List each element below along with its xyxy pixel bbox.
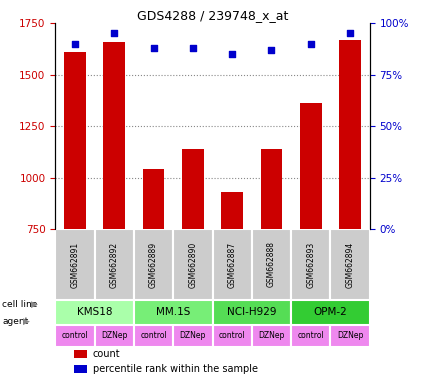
Bar xyxy=(134,229,173,300)
Text: GSM662890: GSM662890 xyxy=(188,241,197,288)
Text: GSM662891: GSM662891 xyxy=(71,242,79,288)
Text: KMS18: KMS18 xyxy=(77,307,112,317)
Text: cell line: cell line xyxy=(2,300,37,309)
Text: DZNep: DZNep xyxy=(101,331,128,340)
Bar xyxy=(182,149,204,229)
Text: control: control xyxy=(140,331,167,340)
Bar xyxy=(134,324,173,347)
Text: GSM662887: GSM662887 xyxy=(228,242,237,288)
Bar xyxy=(221,192,243,229)
Text: OPM-2: OPM-2 xyxy=(314,307,347,317)
Text: DZNep: DZNep xyxy=(258,331,285,340)
Text: DZNep: DZNep xyxy=(337,331,363,340)
Bar xyxy=(212,324,252,347)
Text: control: control xyxy=(298,331,324,340)
Text: count: count xyxy=(93,349,121,359)
Bar xyxy=(64,52,86,229)
Bar xyxy=(331,324,370,347)
Text: MM.1S: MM.1S xyxy=(156,307,190,317)
Text: control: control xyxy=(62,331,88,340)
Text: NCI-H929: NCI-H929 xyxy=(227,307,277,317)
Bar xyxy=(94,229,134,300)
Bar xyxy=(55,229,94,300)
Bar xyxy=(134,300,212,324)
Text: control: control xyxy=(219,331,246,340)
Bar xyxy=(261,149,282,229)
Bar xyxy=(173,324,212,347)
Point xyxy=(229,51,235,57)
Bar xyxy=(291,229,331,300)
Bar xyxy=(291,300,370,324)
Title: GDS4288 / 239748_x_at: GDS4288 / 239748_x_at xyxy=(137,9,288,22)
Text: GSM662888: GSM662888 xyxy=(267,242,276,288)
Point xyxy=(190,45,196,51)
Bar xyxy=(173,229,212,300)
Bar xyxy=(300,103,322,229)
Text: ▶: ▶ xyxy=(31,300,38,309)
Point xyxy=(150,45,157,51)
Bar xyxy=(74,364,87,373)
Bar xyxy=(212,300,291,324)
Point xyxy=(307,41,314,47)
Point xyxy=(347,30,354,36)
Text: GSM662892: GSM662892 xyxy=(110,242,119,288)
Text: percentile rank within the sample: percentile rank within the sample xyxy=(93,364,258,374)
Bar xyxy=(74,350,87,358)
Bar xyxy=(331,229,370,300)
Bar xyxy=(252,324,291,347)
Text: GSM662894: GSM662894 xyxy=(346,241,354,288)
Text: GSM662889: GSM662889 xyxy=(149,242,158,288)
Bar xyxy=(55,324,94,347)
Bar xyxy=(212,229,252,300)
Bar xyxy=(55,300,134,324)
Point xyxy=(71,41,78,47)
Bar xyxy=(94,324,134,347)
Text: GSM662893: GSM662893 xyxy=(306,241,315,288)
Bar xyxy=(143,169,164,229)
Bar xyxy=(339,40,361,229)
Bar xyxy=(252,229,291,300)
Text: ▶: ▶ xyxy=(23,317,30,326)
Text: agent: agent xyxy=(2,317,28,326)
Point xyxy=(111,30,118,36)
Bar xyxy=(291,324,331,347)
Text: DZNep: DZNep xyxy=(180,331,206,340)
Point xyxy=(268,47,275,53)
Bar xyxy=(103,41,125,229)
